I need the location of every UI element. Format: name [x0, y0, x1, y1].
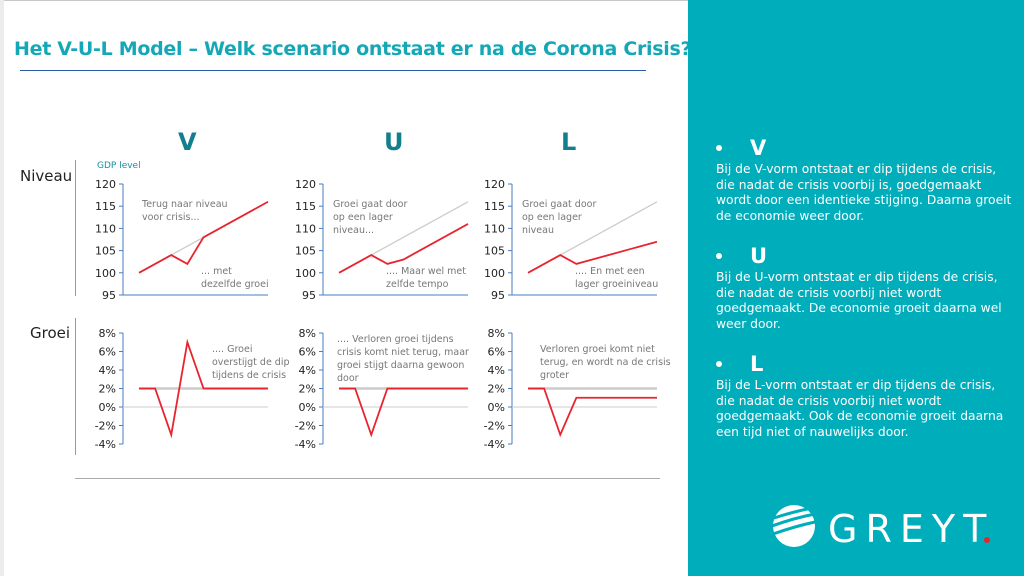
- y-tick-label: -4%: [484, 438, 505, 451]
- y-tick-label: 4%: [488, 364, 505, 377]
- y-tick-label: -4%: [95, 438, 116, 451]
- bullet-u: U Bij de U-vorm ontstaat er dip tijdens …: [716, 244, 1016, 332]
- y-tick-label: 4%: [299, 364, 316, 377]
- y-tick-label: 4%: [99, 364, 116, 377]
- y-tick-label: -2%: [295, 420, 316, 433]
- y-tick-label: 2%: [299, 383, 316, 396]
- y-tick-label: -4%: [295, 438, 316, 451]
- annotation: ... met dezelfde groei: [201, 266, 269, 290]
- y-tick-label: 0%: [99, 401, 116, 414]
- row-separator: [75, 160, 76, 296]
- bullet-l: L Bij de L-vorm ontstaat er dip tijdens …: [716, 352, 1016, 440]
- series-line: [339, 387, 468, 438]
- y-tick-label: 0%: [299, 401, 316, 414]
- logo-text: GREYT: [828, 507, 994, 551]
- y-tick-label: 100: [95, 267, 116, 280]
- bullet-v: V Bij de V-vorm ontstaat er dip tijdens …: [716, 136, 1016, 224]
- series-line: [528, 387, 657, 438]
- bottom-divider: [75, 478, 660, 479]
- y-tick-label: 6%: [488, 346, 505, 359]
- y-tick-label: 95: [302, 289, 316, 302]
- y-tick-label: 2%: [99, 383, 116, 396]
- bullet-head: L: [750, 352, 764, 376]
- y-tick-label: 100: [295, 267, 316, 280]
- y-tick-label: 115: [295, 200, 316, 213]
- chart-U-growth: 8% 6% 4% 2% 0% -2% -4% .... Verloren groei tijd…: [295, 327, 469, 451]
- annotation: Terug naar niveau voor crisis...: [141, 199, 228, 223]
- y-tick-label: 8%: [299, 327, 316, 340]
- bullet-dot-icon: [716, 361, 722, 367]
- side-panel: [688, 0, 1024, 576]
- y-tick-label: 95: [102, 289, 116, 302]
- y-tick-label: -2%: [484, 420, 505, 433]
- y-tick-label: 120: [295, 178, 316, 191]
- annotation: .... En met een lager groeiniveau: [575, 266, 658, 290]
- column-label-v: V: [178, 128, 197, 156]
- bullet-text: Bij de V-vorm ontstaat er dip tijdens de…: [716, 162, 1012, 223]
- y-tick-label: 100: [484, 267, 505, 280]
- y-tick-label: 110: [295, 222, 316, 235]
- bullet-head: U: [750, 244, 768, 268]
- logo-dot: [984, 537, 990, 543]
- y-tick-label: 115: [95, 200, 116, 213]
- chart-L-level: 120 115 110 105 100 95 Groei gaat door op een l…: [484, 178, 658, 302]
- y-tick-label: 105: [295, 245, 316, 258]
- row-separator: [75, 318, 76, 455]
- y-tick-label: 6%: [99, 346, 116, 359]
- bullet-head: V: [750, 136, 767, 160]
- left-border: [0, 0, 4, 576]
- bullet-dot-icon: [716, 253, 722, 259]
- bullet-dot-icon: [716, 145, 722, 151]
- y-tick-label: 95: [491, 289, 505, 302]
- y-tick-label: 120: [95, 178, 116, 191]
- row-label-niveau: Niveau: [20, 167, 73, 185]
- y-tick-label: 8%: [488, 327, 505, 340]
- y-tick-label: 0%: [488, 401, 505, 414]
- y-tick-label: 2%: [488, 383, 505, 396]
- annotation: Groei gaat door op een lager niveau: [522, 199, 596, 236]
- y-axis-title: GDP level: [97, 161, 141, 171]
- y-tick-label: -2%: [95, 420, 116, 433]
- charts: 120 115 110 105 100 95 GDP level Terug naar niv…: [95, 161, 671, 451]
- annotation: .... Verloren groei tijdens crisis komt n…: [337, 334, 469, 384]
- column-label-u: U: [384, 128, 404, 156]
- y-tick-label: 6%: [299, 346, 316, 359]
- annotation: Verloren groei komt niet terug, en wordt …: [540, 344, 671, 381]
- y-tick-label: 8%: [99, 327, 116, 340]
- bullet-text: Bij de U-vorm ontstaat er dip tijdens de…: [716, 270, 1002, 331]
- title-underline: [20, 70, 646, 71]
- annotation: .... Maar wel met zelfde tempo: [386, 266, 466, 290]
- y-tick-label: 105: [95, 245, 116, 258]
- y-tick-label: 110: [95, 222, 116, 235]
- greyt-logo: GREYT: [772, 505, 994, 551]
- y-tick-label: 115: [484, 200, 505, 213]
- column-label-l: L: [561, 128, 577, 156]
- row-label-groei: Groei: [30, 324, 71, 342]
- chart-U-level: 120 115 110 105 100 95 Groei gaat door op een l…: [295, 178, 469, 302]
- annotation: .... Groei overstijgt de dip tijdens de cr…: [212, 344, 290, 381]
- chart-V-level: 120 115 110 105 100 95 GDP level Terug naar niv…: [95, 161, 269, 302]
- chart-V-growth: 8% 6% 4% 2% 0% -2% -4% .... Groei overstijgt de …: [95, 327, 290, 451]
- series-line: [139, 338, 268, 439]
- series-line: [527, 240, 658, 274]
- bullet-text: Bij de L-vorm ontstaat er dip tijdens de…: [716, 378, 1004, 439]
- annotation: Groei gaat door op een lager niveau...: [333, 199, 407, 236]
- chart-L-growth: 8% 6% 4% 2% 0% -2% -4% Verloren groei komt niet…: [484, 327, 671, 451]
- y-tick-label: 110: [484, 222, 505, 235]
- y-tick-label: 120: [484, 178, 505, 191]
- slide-title: Het V-U-L Model – Welk scenario ontstaat…: [14, 38, 692, 60]
- y-tick-label: 105: [484, 245, 505, 258]
